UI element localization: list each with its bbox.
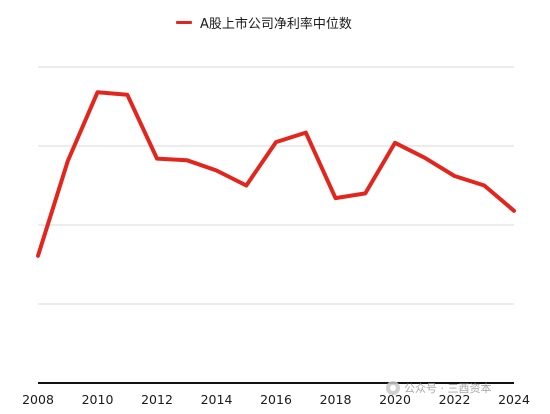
watermark-text: 公众号 · 三酉资本: [404, 382, 492, 395]
legend-swatch: [176, 21, 192, 24]
legend-label: A股上市公司净利率中位数: [200, 17, 352, 32]
series-line: [36, 90, 516, 258]
series-group: [36, 90, 516, 258]
x-tick-label: 2016: [260, 392, 292, 407]
x-tick-labels: 2008 2010 2012 2014 2016 2018 2020 2022 2024: [22, 392, 530, 407]
wechat-icon: [386, 381, 400, 395]
x-tick-label: 2008: [22, 392, 54, 407]
watermark: 公众号 · 三酉资本: [386, 380, 492, 396]
x-tick-label: 2018: [320, 392, 352, 407]
gridlines: [38, 66, 514, 305]
x-tick-label: 2024: [498, 392, 530, 407]
x-tick-label: 2022: [439, 392, 471, 407]
legend: A股上市公司净利率中位数: [176, 13, 352, 32]
x-tick-label: 2010: [82, 392, 114, 407]
x-tick-label: 2014: [201, 392, 233, 407]
x-tick-label: 2020: [379, 392, 411, 407]
x-tick-label: 2012: [141, 392, 173, 407]
